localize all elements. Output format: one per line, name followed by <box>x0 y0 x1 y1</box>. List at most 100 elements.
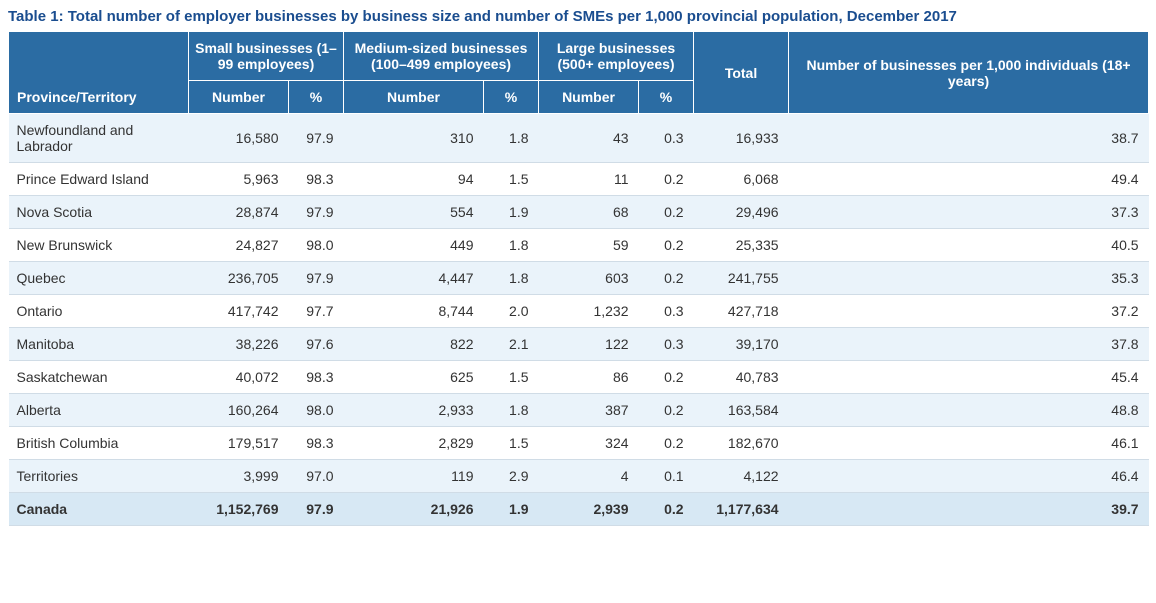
table-total-row: Canada1,152,76997.921,9261.92,9390.21,17… <box>9 493 1149 526</box>
cell-per1000: 46.1 <box>789 427 1149 460</box>
cell-province: Alberta <box>9 394 189 427</box>
cell-province: Canada <box>9 493 189 526</box>
cell-small-number: 1,152,769 <box>189 493 289 526</box>
cell-large-percent: 0.2 <box>639 196 694 229</box>
cell-small-percent: 97.0 <box>289 460 344 493</box>
col-province: Province/Territory <box>9 32 189 114</box>
cell-medium-number: 2,933 <box>344 394 484 427</box>
table-title: Table 1: Total number of employer busine… <box>8 8 1148 25</box>
cell-large-number: 68 <box>539 196 639 229</box>
cell-large-percent: 0.2 <box>639 262 694 295</box>
cell-medium-percent: 1.5 <box>484 163 539 196</box>
col-large-percent: % <box>639 81 694 114</box>
cell-medium-percent: 2.9 <box>484 460 539 493</box>
cell-small-number: 40,072 <box>189 361 289 394</box>
cell-per1000: 38.7 <box>789 114 1149 163</box>
table-row: Territories3,99997.01192.940.14,12246.4 <box>9 460 1149 493</box>
cell-small-percent: 97.7 <box>289 295 344 328</box>
cell-small-percent: 98.0 <box>289 394 344 427</box>
cell-large-number: 2,939 <box>539 493 639 526</box>
cell-medium-percent: 1.5 <box>484 427 539 460</box>
cell-per1000: 48.8 <box>789 394 1149 427</box>
cell-medium-number: 554 <box>344 196 484 229</box>
cell-province: Territories <box>9 460 189 493</box>
cell-province: Prince Edward Island <box>9 163 189 196</box>
cell-small-percent: 97.6 <box>289 328 344 361</box>
cell-medium-percent: 1.9 <box>484 196 539 229</box>
cell-per1000: 37.8 <box>789 328 1149 361</box>
cell-small-percent: 97.9 <box>289 196 344 229</box>
cell-per1000: 46.4 <box>789 460 1149 493</box>
cell-small-percent: 97.9 <box>289 493 344 526</box>
cell-province: British Columbia <box>9 427 189 460</box>
cell-province: Saskatchewan <box>9 361 189 394</box>
cell-per1000: 37.2 <box>789 295 1149 328</box>
cell-small-number: 5,963 <box>189 163 289 196</box>
cell-small-percent: 98.3 <box>289 163 344 196</box>
col-group-medium: Medium-sized businesses (100–499 employe… <box>344 32 539 81</box>
cell-large-percent: 0.2 <box>639 394 694 427</box>
table-row: Saskatchewan40,07298.36251.5860.240,7834… <box>9 361 1149 394</box>
cell-total: 1,177,634 <box>694 493 789 526</box>
cell-per1000: 39.7 <box>789 493 1149 526</box>
cell-large-percent: 0.2 <box>639 361 694 394</box>
cell-large-percent: 0.3 <box>639 328 694 361</box>
cell-medium-number: 21,926 <box>344 493 484 526</box>
cell-small-percent: 97.9 <box>289 114 344 163</box>
cell-small-number: 236,705 <box>189 262 289 295</box>
cell-large-number: 387 <box>539 394 639 427</box>
cell-medium-number: 8,744 <box>344 295 484 328</box>
cell-small-percent: 97.9 <box>289 262 344 295</box>
cell-small-percent: 98.3 <box>289 361 344 394</box>
cell-total: 16,933 <box>694 114 789 163</box>
cell-large-percent: 0.1 <box>639 460 694 493</box>
cell-total: 182,670 <box>694 427 789 460</box>
cell-medium-percent: 2.1 <box>484 328 539 361</box>
cell-medium-number: 310 <box>344 114 484 163</box>
cell-total: 40,783 <box>694 361 789 394</box>
cell-province: Nova Scotia <box>9 196 189 229</box>
cell-small-percent: 98.0 <box>289 229 344 262</box>
col-large-number: Number <box>539 81 639 114</box>
cell-province: Quebec <box>9 262 189 295</box>
cell-per1000: 35.3 <box>789 262 1149 295</box>
cell-small-number: 160,264 <box>189 394 289 427</box>
cell-medium-number: 4,447 <box>344 262 484 295</box>
col-per1000: Number of businesses per 1,000 individua… <box>789 32 1149 114</box>
cell-per1000: 49.4 <box>789 163 1149 196</box>
cell-total: 427,718 <box>694 295 789 328</box>
col-small-percent: % <box>289 81 344 114</box>
col-medium-percent: % <box>484 81 539 114</box>
cell-large-number: 59 <box>539 229 639 262</box>
cell-total: 6,068 <box>694 163 789 196</box>
table-row: Ontario417,74297.78,7442.01,2320.3427,71… <box>9 295 1149 328</box>
table-row: Quebec236,70597.94,4471.86030.2241,75535… <box>9 262 1149 295</box>
cell-medium-number: 119 <box>344 460 484 493</box>
table-row: Nova Scotia28,87497.95541.9680.229,49637… <box>9 196 1149 229</box>
cell-large-percent: 0.3 <box>639 295 694 328</box>
cell-small-number: 417,742 <box>189 295 289 328</box>
table-row: Alberta160,26498.02,9331.83870.2163,5844… <box>9 394 1149 427</box>
table-row: British Columbia179,51798.32,8291.53240.… <box>9 427 1149 460</box>
cell-large-percent: 0.2 <box>639 163 694 196</box>
cell-large-percent: 0.2 <box>639 427 694 460</box>
col-group-large: Large businesses (500+ employees) <box>539 32 694 81</box>
cell-medium-number: 449 <box>344 229 484 262</box>
col-medium-number: Number <box>344 81 484 114</box>
col-total: Total <box>694 32 789 114</box>
cell-total: 25,335 <box>694 229 789 262</box>
cell-medium-percent: 2.0 <box>484 295 539 328</box>
cell-medium-percent: 1.9 <box>484 493 539 526</box>
cell-small-number: 3,999 <box>189 460 289 493</box>
cell-large-number: 603 <box>539 262 639 295</box>
cell-large-percent: 0.3 <box>639 114 694 163</box>
cell-medium-number: 2,829 <box>344 427 484 460</box>
cell-province: Ontario <box>9 295 189 328</box>
table-body: Newfoundland and Labrador16,58097.93101.… <box>9 114 1149 526</box>
table-row: Manitoba38,22697.68222.11220.339,17037.8 <box>9 328 1149 361</box>
cell-province: Manitoba <box>9 328 189 361</box>
table-row: New Brunswick24,82798.04491.8590.225,335… <box>9 229 1149 262</box>
cell-total: 241,755 <box>694 262 789 295</box>
table-row: Prince Edward Island5,96398.3941.5110.26… <box>9 163 1149 196</box>
cell-large-number: 324 <box>539 427 639 460</box>
